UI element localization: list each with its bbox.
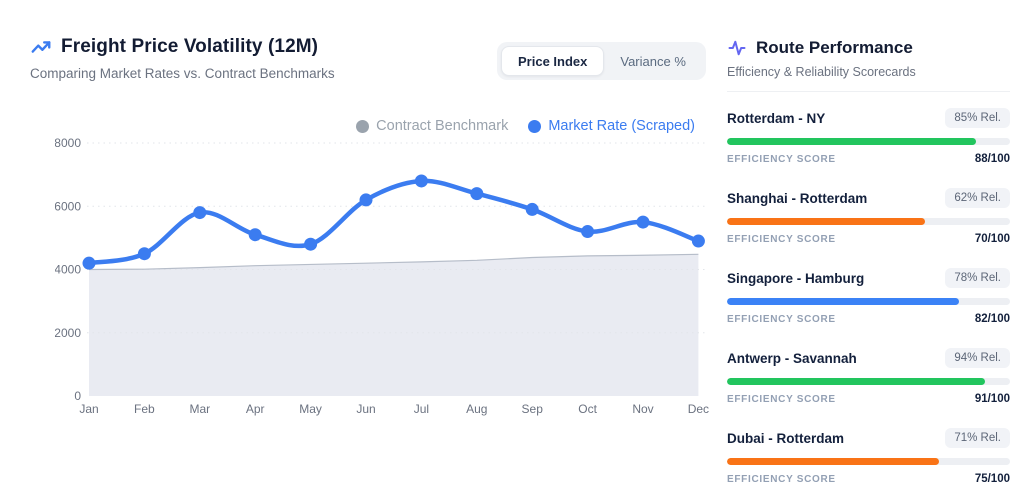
x-axis-tick: Dec <box>688 402 709 416</box>
y-axis-tick: 4000 <box>55 263 81 277</box>
efficiency-bar-fill <box>727 458 940 465</box>
activity-pulse-icon <box>727 38 747 58</box>
legend-dot-gray <box>356 119 370 133</box>
market-rate-point <box>304 237 318 251</box>
route-card: Rotterdam - NY 85% Rel. EFFICIENCY SCORE 88… <box>727 101 1010 165</box>
reliability-badge: 94% Rel. <box>945 348 1010 368</box>
route-panel-title: Route Performance <box>756 38 913 57</box>
efficiency-bar-track <box>727 138 1010 145</box>
x-axis-tick: Apr <box>246 402 265 416</box>
route-performance-panel: Route Performance Efficiency & Reliabili… <box>727 38 1010 501</box>
route-name: Shanghai - Rotterdam <box>727 190 868 206</box>
x-axis-tick: Jul <box>414 402 429 416</box>
market-rate-point <box>137 247 151 261</box>
route-name: Antwerp - Savannah <box>727 350 857 366</box>
efficiency-bar-track <box>727 298 1010 305</box>
chart-legend: Contract Benchmark Market Rate (Scraped) <box>55 118 695 134</box>
market-rate-point <box>359 193 373 207</box>
view-toggle: Price Index Variance % <box>497 42 706 80</box>
legend-item-market-rate[interactable]: Market Rate (Scraped) <box>528 118 695 134</box>
freight-price-line-chart: 0 2000 4000 6000 8000 Jan Feb Mar Apr May Jun Jul Au… <box>55 136 709 416</box>
market-rate-point <box>691 234 705 248</box>
efficiency-score-value: 70/100 <box>974 233 1010 245</box>
efficiency-score-label: EFFICIENCY SCORE <box>727 153 836 165</box>
efficiency-bar-track <box>727 218 1010 225</box>
efficiency-score-label: EFFICIENCY SCORE <box>727 313 836 325</box>
market-rate-line <box>86 178 701 266</box>
efficiency-score-value: 91/100 <box>974 393 1010 405</box>
x-axis-tick: Sep <box>522 402 544 416</box>
route-card: Shanghai - Rotterdam 62% Rel. EFFICIENCY S… <box>727 181 1010 245</box>
route-name: Rotterdam - NY <box>727 110 826 126</box>
contract-benchmark-area <box>89 254 699 396</box>
efficiency-bar-fill <box>727 378 985 385</box>
x-axis-tick: Nov <box>632 402 653 416</box>
y-axis-tick: 0 <box>74 389 81 403</box>
tab-variance[interactable]: Variance % <box>604 46 702 76</box>
efficiency-score-label: EFFICIENCY SCORE <box>727 393 836 405</box>
x-axis-tick: Jun <box>356 402 375 416</box>
page-subtitle: Comparing Market Rates vs. Contract Benc… <box>30 66 335 81</box>
x-axis-tick: Jan <box>79 402 98 416</box>
market-rate-point <box>470 187 484 201</box>
tab-price-index[interactable]: Price Index <box>501 46 605 76</box>
route-name: Dubai - Rotterdam <box>727 430 845 446</box>
efficiency-score-value: 88/100 <box>974 153 1010 165</box>
y-axis-tick: 6000 <box>55 199 81 213</box>
trending-up-icon <box>30 36 52 58</box>
route-panel-subtitle: Efficiency & Reliability Scorecards <box>727 65 916 79</box>
reliability-badge: 71% Rel. <box>945 428 1010 448</box>
x-axis-tick: Feb <box>134 402 155 416</box>
contract-benchmark-line <box>88 253 699 271</box>
x-axis-tick: Oct <box>578 402 597 416</box>
legend-label: Market Rate (Scraped) <box>548 118 695 134</box>
legend-item-contract-benchmark[interactable]: Contract Benchmark <box>356 118 508 134</box>
chart-header: Freight Price Volatility (12M) Comparing… <box>30 36 335 81</box>
market-rate-point <box>248 228 262 242</box>
efficiency-score-value: 75/100 <box>974 473 1010 485</box>
y-axis-tick: 2000 <box>55 326 81 340</box>
efficiency-bar-fill <box>727 218 926 225</box>
market-rate-point <box>636 215 650 229</box>
efficiency-bar-track <box>727 378 1010 385</box>
x-axis-tick: Mar <box>189 402 210 416</box>
divider <box>727 91 1010 92</box>
y-axis-tick: 8000 <box>55 136 81 150</box>
efficiency-score-label: EFFICIENCY SCORE <box>727 233 836 245</box>
route-card: Singapore - Hamburg 78% Rel. EFFICIENCY SC… <box>727 261 1010 325</box>
page-title: Freight Price Volatility (12M) <box>61 36 319 57</box>
reliability-badge: 62% Rel. <box>945 188 1010 208</box>
x-axis-tick: Aug <box>466 402 487 416</box>
market-rate-point <box>82 256 96 270</box>
efficiency-bar-track <box>727 458 1010 465</box>
market-rate-point <box>414 174 428 188</box>
reliability-badge: 85% Rel. <box>945 108 1010 128</box>
market-rate-point <box>525 202 539 216</box>
route-list: Rotterdam - NY 85% Rel. EFFICIENCY SCORE 88… <box>727 101 1010 485</box>
efficiency-bar-fill <box>727 138 977 145</box>
market-rate-point <box>193 206 207 220</box>
reliability-badge: 78% Rel. <box>945 268 1010 288</box>
route-card: Antwerp - Savannah 94% Rel. EFFICIENCY SCO… <box>727 341 1010 405</box>
efficiency-bar-fill <box>727 298 960 305</box>
legend-dot-blue <box>528 119 542 133</box>
market-rate-point <box>581 225 595 239</box>
route-name: Singapore - Hamburg <box>727 270 865 286</box>
efficiency-score-value: 82/100 <box>974 313 1010 325</box>
x-axis-tick: May <box>299 402 322 416</box>
legend-label: Contract Benchmark <box>376 118 509 134</box>
efficiency-score-label: EFFICIENCY SCORE <box>727 473 836 485</box>
route-card: Dubai - Rotterdam 71% Rel. EFFICIENCY SCOR… <box>727 421 1010 485</box>
